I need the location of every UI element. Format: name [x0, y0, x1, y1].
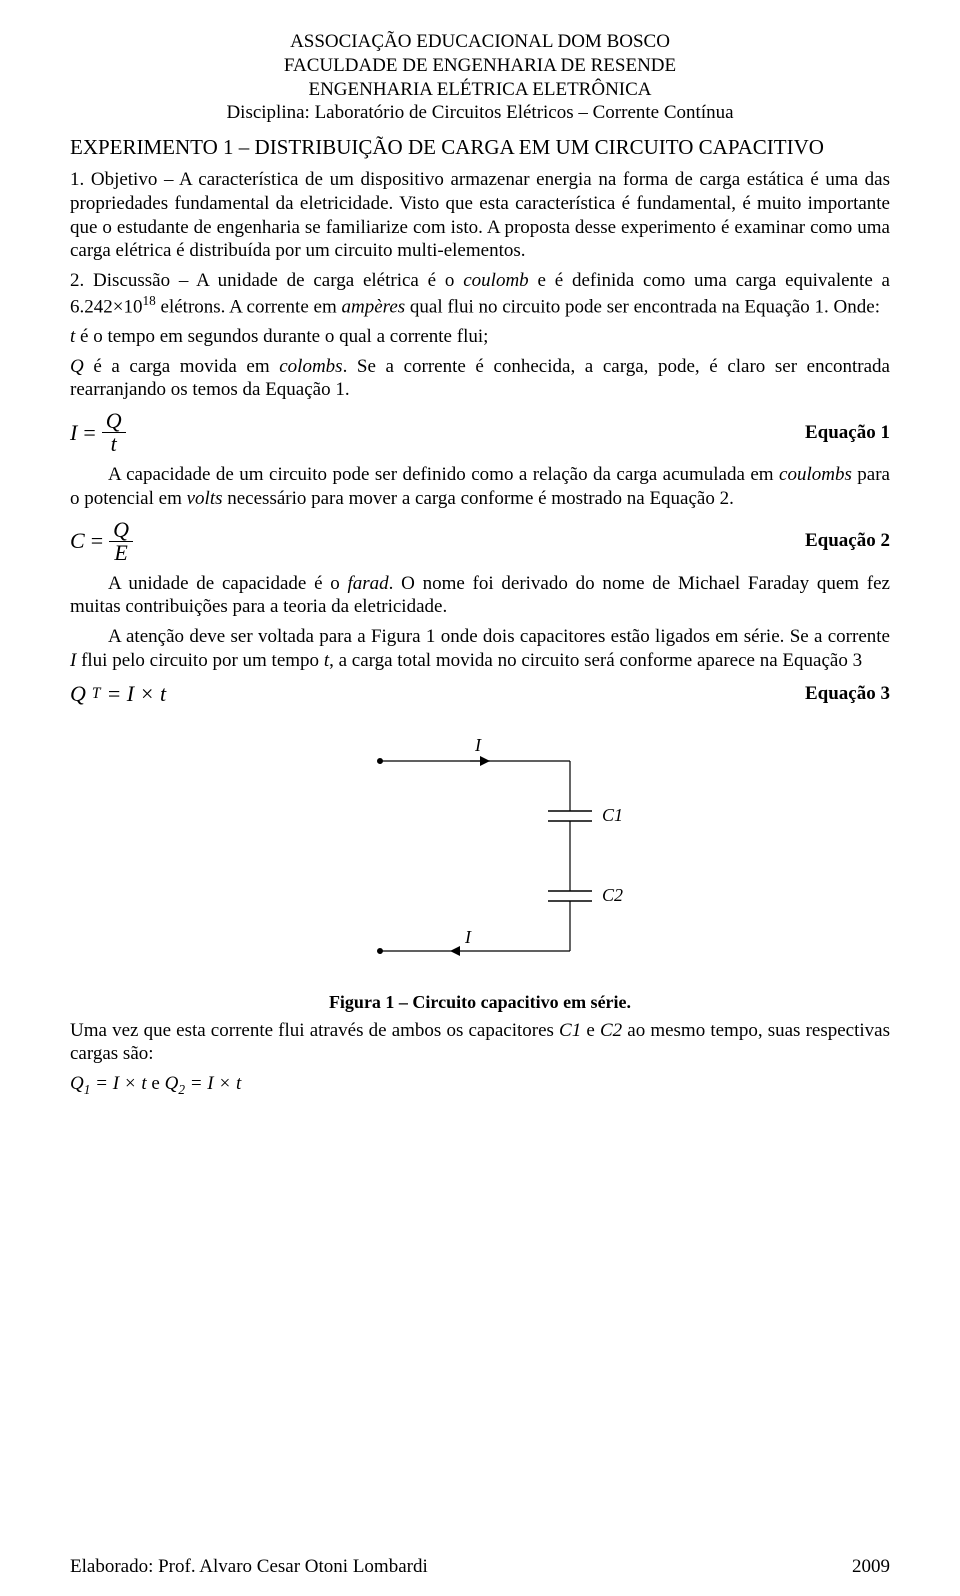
term-coulomb: coulomb	[463, 270, 528, 291]
paragraph-t-def: t é o tempo em segundos durante o qual a…	[70, 325, 890, 349]
var-C1: C1	[559, 1020, 581, 1041]
eq1-num: Q	[102, 410, 126, 433]
equation-1: I = Q t	[70, 410, 126, 455]
header-line-3: ENGENHARIA ELÉTRICA ELETRÔNICA	[70, 78, 890, 102]
equation-2-row: C = Q E Equação 2	[70, 519, 890, 564]
text: Uma vez que esta corrente flui através d…	[70, 1020, 559, 1041]
text: A atenção deve ser voltada para a Figura…	[108, 626, 890, 647]
text: , a carga total movida no circuito será …	[329, 650, 862, 671]
eq1-den: t	[107, 433, 121, 455]
figure-1-caption: Figura 1 – Circuito capacitivo em série.	[70, 992, 890, 1013]
text: A unidade de capacidade é o	[108, 573, 347, 594]
equation-3-row: QT = I × t Equação 3	[70, 681, 890, 707]
term-coulombs: coulombs	[779, 464, 852, 485]
equation-1-row: I = Q t Equação 1	[70, 410, 890, 455]
equation-4: Q1 = I × t e Q2 = I × t	[70, 1072, 890, 1098]
text: elétrons. A corrente em	[156, 296, 342, 317]
equation-1-label: Equação 1	[805, 422, 890, 444]
label-I-bottom: I	[464, 927, 472, 947]
header-line-1: ASSOCIAÇÃO EDUCACIONAL DOM BOSCO	[70, 30, 890, 54]
eq4-s2: 2	[178, 1082, 185, 1097]
eq2-lhs: C	[70, 528, 85, 554]
page-footer: Elaborado: Prof. Alvaro Cesar Otoni Lomb…	[70, 1556, 890, 1578]
var-C2: C2	[600, 1020, 622, 1041]
eq2-den: E	[110, 542, 131, 564]
header-line-4: Disciplina: Laboratório de Circuitos Elé…	[70, 101, 890, 125]
eq3-Q: Q	[70, 681, 86, 707]
eq4-r1: = I × t	[90, 1073, 146, 1094]
exponent: 18	[142, 293, 155, 308]
term-farad: farad	[347, 573, 388, 594]
text: necessário para mover a carga conforme é…	[223, 488, 734, 509]
circuit-diagram-svg: I C1 C2 I	[320, 721, 640, 981]
paragraph-q-def: Q é a carga movida em colombs. Se a corr…	[70, 355, 890, 403]
eq1-lhs: I	[70, 420, 77, 446]
figure-1: I C1 C2 I	[70, 721, 890, 986]
paragraph-objective: 1. Objetivo – A característica de um dis…	[70, 168, 890, 263]
term-volts: volts	[187, 488, 223, 509]
text: é o tempo em segundos durante o qual a c…	[75, 326, 488, 347]
label-C2: C2	[602, 885, 623, 905]
equation-2-label: Equação 2	[805, 530, 890, 552]
var-Q: Q	[70, 356, 84, 377]
document-header: ASSOCIAÇÃO EDUCACIONAL DOM BOSCO FACULDA…	[70, 30, 890, 125]
paragraph-farad: A unidade de capacidade é o farad. O nom…	[70, 572, 890, 620]
paragraph-both-caps: Uma vez que esta corrente flui através d…	[70, 1019, 890, 1067]
header-line-2: FACULDADE DE ENGENHARIA DE RESENDE	[70, 54, 890, 78]
eq3-rhs: = I × t	[106, 681, 166, 707]
paragraph-capacity: A capacidade de um circuito pode ser def…	[70, 463, 890, 511]
text: A capacidade de um circuito pode ser def…	[108, 464, 779, 485]
footer-year: 2009	[852, 1556, 890, 1578]
eq4-Q1: Q	[70, 1073, 84, 1094]
eq4-Q2: Q	[165, 1073, 179, 1094]
experiment-title: EXPERIMENTO 1 – DISTRIBUIÇÃO DE CARGA EM…	[70, 135, 890, 160]
paragraph-discussion: 2. Discussão – A unidade de carga elétri…	[70, 269, 890, 319]
eq4-r2: = I × t	[185, 1073, 241, 1094]
term-amperes: ampères	[341, 296, 405, 317]
equation-3: QT = I × t	[70, 681, 166, 707]
equation-3-label: Equação 3	[805, 683, 890, 705]
label-I-top: I	[474, 735, 482, 755]
footer-author: Elaborado: Prof. Alvaro Cesar Otoni Lomb…	[70, 1556, 428, 1578]
text: é a carga movida em	[84, 356, 280, 377]
label-C1: C1	[602, 805, 623, 825]
equation-2: C = Q E	[70, 519, 133, 564]
term-colombs: colombs	[279, 356, 342, 377]
eq3-sub: T	[92, 685, 101, 703]
eq2-num: Q	[109, 519, 133, 542]
eq4-join: e	[151, 1073, 164, 1094]
text: e	[581, 1020, 600, 1041]
text: qual flui no circuito pode ser encontrad…	[405, 296, 880, 317]
paragraph-attention: A atenção deve ser voltada para a Figura…	[70, 625, 890, 673]
text: 2. Discussão – A unidade de carga elétri…	[70, 270, 463, 291]
text: flui pelo circuito por um tempo	[76, 650, 323, 671]
